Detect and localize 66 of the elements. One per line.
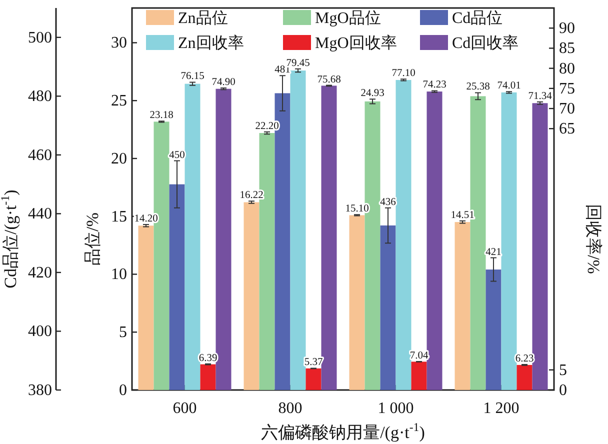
- data-label: 421: [486, 246, 502, 258]
- data-label: 16.22: [240, 190, 264, 202]
- bar: [244, 202, 260, 390]
- y-tick-label: 5: [119, 324, 127, 341]
- y2-tick-label: 65: [559, 120, 575, 138]
- data-label: 76.15: [180, 71, 204, 82]
- y-tick-label: 20: [111, 150, 127, 167]
- bar: [138, 226, 154, 390]
- data-label: 436: [380, 196, 396, 208]
- legend-label: MgO品位: [315, 10, 381, 26]
- legend-label: Zn回收率: [178, 34, 244, 52]
- y2-tick-label: 90: [559, 20, 575, 37]
- y3-tick-label: 420: [28, 264, 52, 281]
- bar: [306, 368, 322, 390]
- data-label: 14.51: [450, 210, 474, 221]
- x-axis-title: 六偏磷酸钠用量/(g·t$^{-1}$): [261, 420, 425, 442]
- y3-tick-label: 440: [28, 205, 52, 222]
- x-tick-label: 1 000: [378, 400, 414, 417]
- y-tick-label: 10: [111, 266, 127, 283]
- data-label: 25.38: [466, 82, 490, 93]
- y-tick-label: 25: [111, 92, 127, 110]
- bar: [532, 103, 548, 390]
- legend-label: Zn品位: [178, 10, 228, 26]
- legend-label: Cd回收率: [452, 34, 519, 52]
- data-label: 71.34: [528, 90, 553, 102]
- data-label: 24.93: [360, 88, 384, 100]
- y3-tick-label: 460: [28, 146, 52, 164]
- y2-tick-label: 80: [559, 60, 575, 77]
- y-tick-label: 0: [119, 382, 127, 398]
- y2-tick-label: 0: [559, 382, 567, 398]
- data-label: 74.90: [212, 77, 236, 88]
- y3-tick-label: 480: [28, 88, 52, 105]
- y2-tick-label: 75: [559, 80, 575, 97]
- data-label: 23.18: [150, 110, 174, 122]
- y2-axis-title: 回收率/%: [584, 204, 604, 274]
- data-label: 450: [169, 150, 185, 161]
- y2-tick-label: 85: [559, 40, 575, 57]
- x-tick-label: 1 200: [483, 400, 520, 417]
- x-tick-label: 600: [172, 400, 197, 417]
- y-tick-label: 30: [111, 34, 127, 52]
- data-label: 15.10: [345, 204, 369, 215]
- data-label: 74.01: [497, 80, 521, 92]
- bar: [501, 92, 517, 390]
- y3-tick-label: 500: [28, 28, 52, 46]
- legend-label: MgO回收率: [315, 34, 397, 52]
- bar: [200, 364, 216, 390]
- y3-tick-label: 380: [28, 382, 52, 398]
- data-label: 75.68: [317, 74, 341, 86]
- y3-tick-label: 400: [28, 322, 52, 340]
- y2-tick-label: 70: [559, 100, 575, 118]
- legend-label: Cd品位: [452, 10, 503, 26]
- bar: [426, 92, 442, 390]
- bar: [516, 364, 532, 390]
- bar: [411, 362, 427, 390]
- y-tick-label: 15: [111, 208, 127, 225]
- data-label: 77.10: [392, 68, 416, 80]
- bar: [454, 222, 470, 390]
- x-tick-label: 800: [278, 400, 302, 417]
- bar: [321, 86, 337, 390]
- bar: [349, 215, 365, 390]
- data-label: 74.23: [422, 80, 446, 91]
- y-axis-title: 品位/%: [83, 212, 102, 266]
- data-label: 14.20: [134, 213, 158, 224]
- y2-tick-label: 5: [559, 361, 567, 378]
- bar: [216, 88, 232, 390]
- data-label: 79.45: [286, 58, 310, 69]
